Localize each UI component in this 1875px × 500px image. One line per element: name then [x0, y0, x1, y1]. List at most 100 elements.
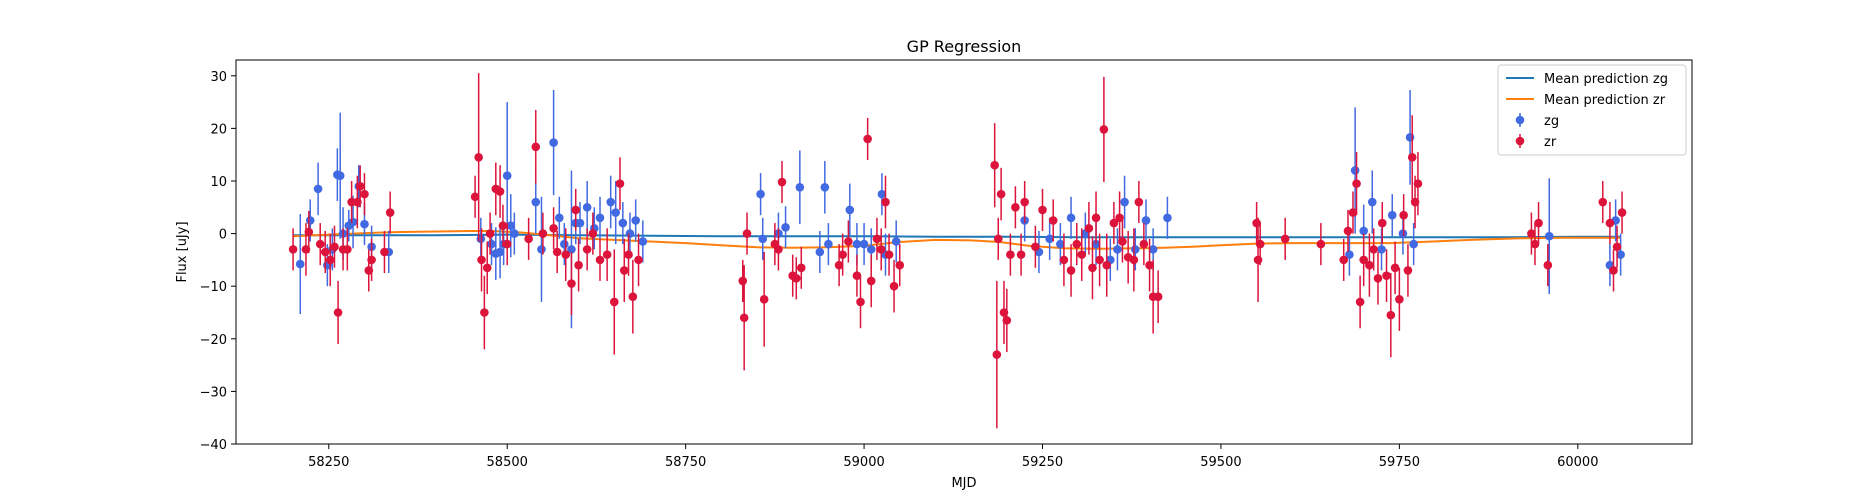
data-point-zr — [343, 245, 352, 254]
data-point-zr — [876, 245, 886, 254]
axes-frame — [235, 59, 1693, 445]
x-tick-label: 58500 — [487, 455, 528, 470]
mean-line-zg — [293, 233, 1621, 239]
data-point-zr — [538, 229, 548, 238]
data-point-zg — [567, 245, 576, 254]
data-point-zr — [288, 245, 298, 254]
data-point-zr — [480, 308, 489, 317]
data-point-zg — [531, 197, 541, 207]
data-point-zg — [625, 229, 635, 238]
data-point-zg — [1616, 250, 1625, 259]
data-point-zr — [774, 245, 783, 254]
data-point-zr — [866, 276, 876, 286]
data-point-zr — [1088, 263, 1097, 273]
data-point-zg — [859, 239, 869, 249]
data-point-zr — [1359, 255, 1368, 265]
data-point-zg — [606, 197, 616, 207]
data-point-zr — [1373, 274, 1383, 283]
x-axis-label: MJD — [951, 476, 976, 491]
data-point-zg — [1120, 197, 1129, 207]
data-point-zr — [1153, 292, 1163, 302]
data-point-zr — [1343, 226, 1353, 236]
data-point-zg — [313, 184, 323, 194]
data-point-zr — [996, 189, 1006, 199]
x-tick-label: 59750 — [1379, 455, 1420, 470]
data-point-zr — [1352, 179, 1361, 188]
data-point-zg — [1045, 234, 1054, 244]
y-tick-label: 30 — [210, 70, 227, 85]
data-point-zr — [609, 297, 619, 307]
data-point-zg — [595, 213, 605, 223]
data-point-zg — [756, 189, 765, 199]
data-point-zr — [355, 181, 365, 191]
legend: Mean prediction zg Mean prediction zr zg… — [1497, 64, 1687, 156]
data-point-zr — [990, 160, 999, 170]
data-point-zr — [1403, 266, 1413, 275]
legend-label-zr: zr — [1544, 135, 1557, 150]
data-point-zg — [1544, 231, 1554, 241]
data-point-zr — [796, 263, 806, 273]
data-point-zr — [739, 313, 749, 323]
data-point-zr — [895, 260, 905, 270]
data-point-zr — [571, 205, 581, 215]
legend-marker-zr — [1515, 134, 1525, 148]
data-point-zg — [820, 182, 830, 192]
data-point-zr — [863, 134, 872, 144]
y-axis-label: Flux [uJy] — [175, 221, 190, 282]
data-point-zr — [1617, 208, 1627, 217]
data-point-zg — [1056, 239, 1065, 249]
data-point-zg — [560, 239, 569, 249]
data-point-zr — [495, 187, 505, 196]
data-point-zr — [742, 229, 752, 238]
data-point-zr — [333, 308, 343, 317]
data-point-zr — [1038, 205, 1047, 215]
data-point-zr — [1386, 310, 1396, 320]
data-point-zr — [1339, 255, 1349, 265]
y-tick-label: 10 — [210, 175, 227, 190]
data-point-zr — [482, 263, 492, 273]
data-point-zr — [1605, 218, 1615, 228]
data-point-zr — [993, 234, 1003, 244]
data-point-zr — [738, 276, 748, 286]
data-point-zr — [485, 229, 495, 238]
legend-label-mean-zr: Mean prediction zr — [1544, 93, 1666, 108]
data-point-zr — [502, 239, 512, 249]
data-point-zr — [1390, 263, 1400, 273]
data-point-zg — [1130, 245, 1140, 254]
data-point-zr — [474, 153, 483, 162]
data-point-zr — [498, 221, 508, 230]
data-point-zg — [1113, 245, 1122, 254]
data-point-zr — [325, 255, 335, 265]
data-point-zg — [335, 171, 345, 181]
data-point-zr — [1118, 237, 1127, 246]
data-point-zr — [838, 250, 847, 259]
legend-box — [1497, 64, 1687, 156]
data-point-zr — [628, 292, 638, 302]
y-tick-label: −40 — [200, 438, 227, 453]
data-point-zg — [495, 247, 505, 257]
series-zg — [295, 89, 1625, 329]
data-point-zg — [582, 202, 592, 212]
legend-marker-zg — [1515, 113, 1525, 127]
data-point-zr — [1348, 208, 1358, 217]
data-point-zr — [884, 250, 894, 259]
data-point-zr — [1527, 229, 1536, 238]
data-point-zg — [1141, 216, 1151, 225]
legend-dot — [1515, 115, 1525, 125]
data-point-zr — [881, 197, 890, 207]
data-point-zg — [631, 216, 640, 225]
data-point-zr — [304, 227, 314, 237]
data-point-zr — [759, 295, 769, 304]
data-point-zg — [1148, 245, 1158, 254]
data-point-zr — [1253, 255, 1263, 265]
data-point-zr — [834, 260, 844, 270]
data-point-zr — [1413, 179, 1423, 188]
data-point-zg — [1066, 213, 1076, 223]
data-point-zg — [549, 138, 558, 147]
data-point-zr — [1280, 234, 1290, 244]
data-point-zg — [815, 247, 825, 257]
data-point-zg — [638, 237, 648, 246]
x-tick-label: 58750 — [665, 455, 706, 470]
chart-title: GP Regression — [907, 37, 1022, 56]
